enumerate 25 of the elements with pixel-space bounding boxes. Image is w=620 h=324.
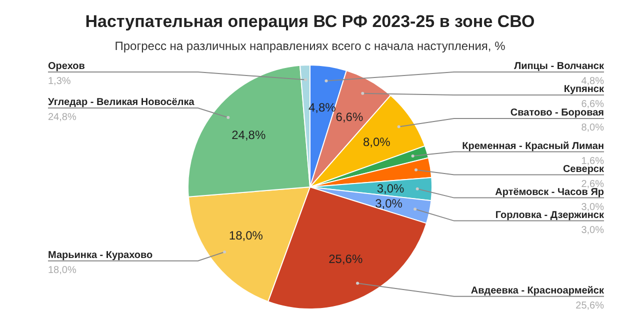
text: 8,0% [581, 122, 604, 134]
text: 3,0% [581, 224, 604, 236]
data-label: 3,0% [375, 196, 403, 211]
slice-label: Купянск [564, 84, 605, 95]
text: 4,8% [581, 76, 604, 87]
slice-label: Марьинка - Курахово [48, 250, 153, 261]
chart-title: Наступательная операция ВС РФ 2023-25 в зоне СВО [84, 12, 536, 32]
data-label: 6,6% [336, 110, 364, 124]
slice-label: Авдеевка - Красноармейск [470, 285, 605, 296]
text: 6,6% [581, 99, 604, 110]
data-label: 25,6% [328, 252, 363, 266]
data-label: 1,3% [48, 76, 71, 87]
text: 25,6% [576, 300, 604, 312]
chart-subtitle: Прогресс на различных направлениях всего с начала наступления, % [114, 39, 506, 53]
text: 24,8% [48, 112, 76, 124]
data-label: 24,8% [232, 128, 266, 142]
slice-label: Угледар - Великая Новосёлка [48, 97, 195, 108]
slice-label: Сватово - Боровая [510, 107, 604, 118]
slice-label: Липцы - Волчанск [514, 61, 605, 72]
text: 18,0% [48, 264, 76, 276]
data-label: 3,0% [376, 181, 405, 196]
slice-label: Орехов [48, 61, 85, 72]
data-label: 18,0% [228, 228, 264, 243]
slice-label: Кременная - Красный Лиман [462, 140, 604, 152]
data-label: 8,0% [362, 134, 391, 149]
